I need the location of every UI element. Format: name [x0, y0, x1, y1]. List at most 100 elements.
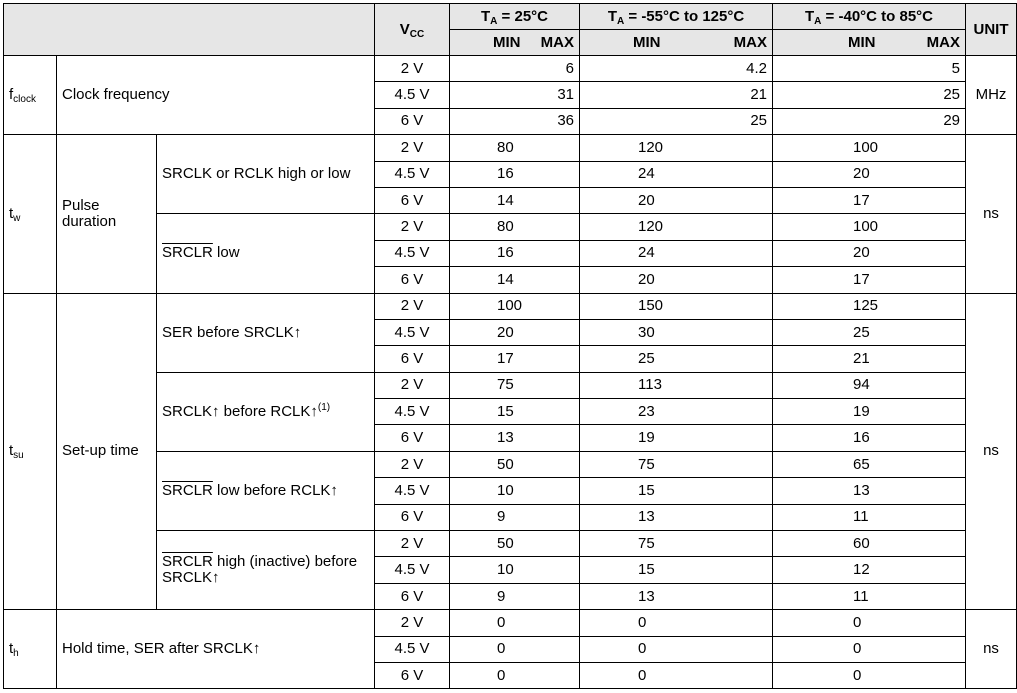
vcc-value: 6 V: [374, 186, 450, 215]
header-max: MAX: [926, 33, 960, 51]
min-40-85c: 65: [772, 450, 966, 479]
vcc-value: 6 V: [374, 424, 450, 452]
condition-text: low: [212, 244, 240, 262]
vcc-value: 6 V: [374, 107, 450, 136]
parameter-symbol: fclock: [3, 54, 57, 136]
condition-cell: SRCLR high (inactive) before SRCLK↑: [156, 530, 375, 611]
table-row: tsu Set-up time SER before SRCLK↑ 2 V 100 150…: [3, 292, 1017, 611]
min-55-125c: 25: [579, 345, 773, 373]
min-40-85c: 0: [772, 609, 966, 637]
min-55-125c: 0: [579, 609, 773, 637]
max-40-85c: 29: [772, 107, 966, 136]
vcc-value: 4.5 V: [374, 635, 450, 663]
unit-cell: ns: [965, 609, 1017, 690]
symbol-subscript: w: [13, 212, 21, 224]
min-55-125c: 23: [579, 398, 773, 426]
min-55-125c: 113: [579, 371, 773, 400]
min-25c: 15: [449, 398, 580, 426]
vcc-value: 2 V: [374, 609, 450, 637]
min-40-85c: 11: [772, 503, 966, 532]
timing-requirements-table: VCC TA = 25°C TA = -55°C to 125°C TA = -…: [3, 3, 1017, 690]
header-ta-55-125c: TA = -55°C to 125°C: [579, 3, 773, 30]
header-ta-40-85c: TA = -40°C to 85°C: [772, 3, 966, 30]
vcc-value: 6 V: [374, 266, 450, 294]
symbol-text: t: [9, 640, 14, 658]
min-40-85c: 100: [772, 213, 966, 241]
min-40-85c: 100: [772, 134, 966, 162]
table-row: 4.5 V 16 24 20: [4, 239, 1017, 268]
min-25c: 100: [449, 292, 580, 320]
condition-text: high (inactive) before SRCLK↑: [162, 553, 358, 587]
table-row: 6 V 36 25 29: [4, 107, 1017, 136]
min-40-85c: 19: [772, 398, 966, 426]
parameter-symbol: tsu: [3, 292, 57, 611]
max-40-85c: 5: [772, 54, 966, 83]
symbol-subscript: su: [13, 450, 24, 462]
min-40-85c: 13: [772, 477, 966, 505]
min-25c: 13: [449, 424, 580, 452]
table-body: fclock Clock frequency 2 V 6 4.2 5 MHz 4.5 V 31 2…: [3, 54, 1017, 690]
unit-cell: ns: [965, 292, 1017, 611]
min-40-85c: 12: [772, 556, 966, 584]
min-55-125c: 150: [579, 292, 773, 320]
table-row: 6 V 14 20 17: [4, 266, 1017, 294]
min-25c: 10: [449, 477, 580, 505]
table-row: 4.5 V 10 15 12: [4, 556, 1017, 584]
min-25c: 9: [449, 503, 580, 532]
header-minmax-25c: MIN MAX: [449, 29, 580, 56]
max-40-85c: 25: [772, 81, 966, 109]
max-55-125c: 25: [579, 107, 773, 136]
header-ta-25c: TA = 25°C: [449, 3, 580, 30]
vcc-value: 4.5 V: [374, 318, 450, 347]
table-row: 4.5 V 16 24 20: [4, 160, 1017, 188]
vcc-value: 4.5 V: [374, 477, 450, 505]
header-max: MAX: [733, 33, 767, 51]
header-max: MAX: [540, 33, 574, 51]
min-25c: 50: [449, 450, 580, 479]
vcc-value: 4.5 V: [374, 398, 450, 426]
min-55-125c: 75: [579, 450, 773, 479]
min-55-125c: 24: [579, 160, 773, 188]
vcc-value: 6 V: [374, 582, 450, 611]
min-40-85c: 0: [772, 661, 966, 690]
max-55-125c: 21: [579, 81, 773, 109]
vcc-value: 2 V: [374, 371, 450, 400]
vcc-value: 2 V: [374, 292, 450, 320]
vcc-value: 2 V: [374, 134, 450, 162]
parameter-symbol: th: [3, 609, 57, 690]
table-header: VCC TA = 25°C TA = -55°C to 125°C TA = -…: [3, 3, 1017, 56]
header-blank-cell: [3, 3, 375, 56]
min-55-125c: 13: [579, 582, 773, 611]
condition-text: SRCLK↑ before RCLK↑: [162, 402, 318, 420]
header-minmax-85c: MIN MAX: [772, 29, 966, 56]
min-40-85c: 25: [772, 318, 966, 347]
table-row: 4.5 V 31 21 25: [4, 81, 1017, 109]
table-row: tw Pulse duration SRCLK or RCLK high or lo…: [3, 134, 1017, 294]
condition-text: SRCLR: [162, 481, 213, 499]
table-row: th Hold time, SER after SRCLK↑ 2 V 0 0 0 ns: [3, 609, 1017, 690]
min-25c: 0: [449, 661, 580, 690]
vcc-value: 4.5 V: [374, 556, 450, 584]
min-25c: 0: [449, 609, 580, 637]
symbol-subscript: clock: [13, 94, 36, 106]
table-row: SRCLK↑ before RCLK↑(1) 2 V 75 113 94: [4, 371, 1017, 452]
min-40-85c: 16: [772, 424, 966, 452]
vcc-value: 4.5 V: [374, 239, 450, 268]
min-25c: 9: [449, 582, 580, 611]
min-55-125c: 120: [579, 213, 773, 241]
parameter-description: Pulse duration: [56, 134, 157, 294]
min-40-85c: 17: [772, 186, 966, 215]
min-55-125c: 13: [579, 503, 773, 532]
max-25c: 6: [449, 54, 580, 83]
min-25c: 16: [449, 160, 580, 188]
min-40-85c: 20: [772, 239, 966, 268]
min-25c: 50: [449, 530, 580, 558]
table-row: 6 V 14 20 17: [4, 186, 1017, 215]
table-row: 4.5 V 15 23 19: [4, 398, 1017, 426]
unit-cell: ns: [965, 134, 1017, 294]
min-40-85c: 0: [772, 635, 966, 663]
min-25c: 80: [449, 134, 580, 162]
min-55-125c: 20: [579, 186, 773, 215]
min-55-125c: 0: [579, 635, 773, 663]
